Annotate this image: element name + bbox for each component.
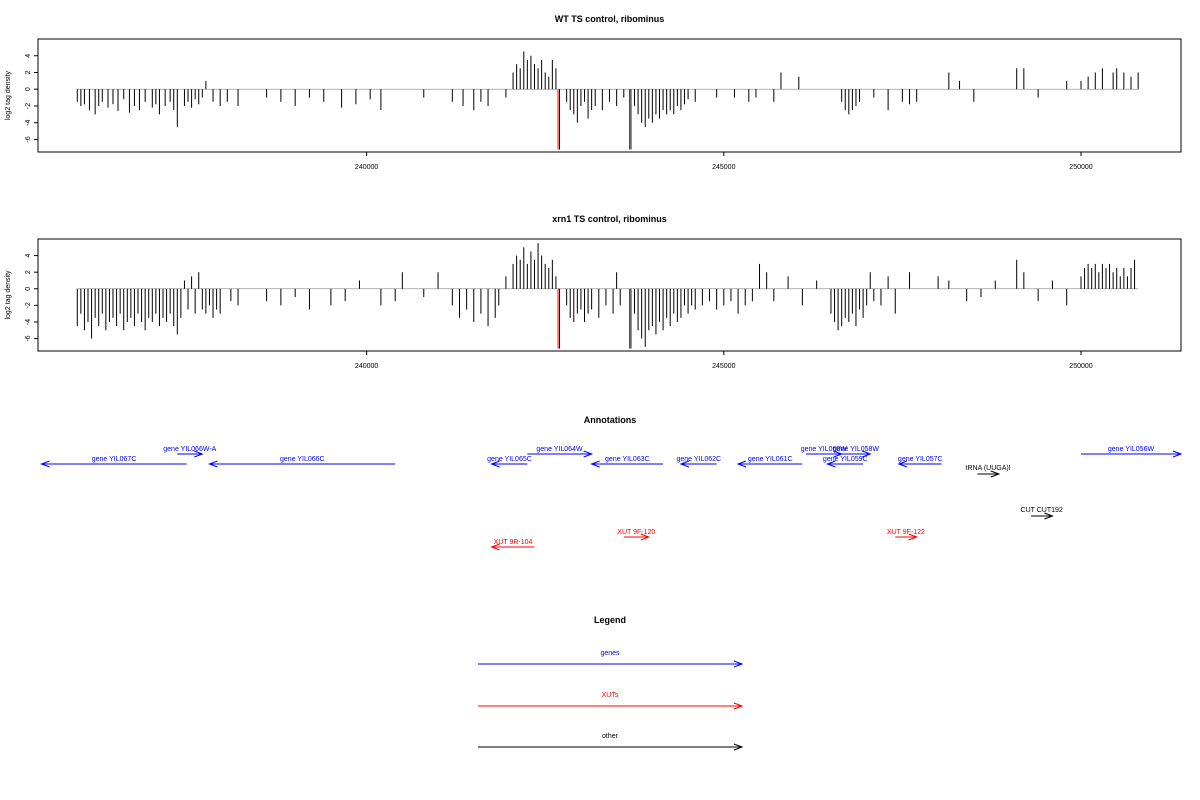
- x-tick-label: 240000: [355, 363, 378, 370]
- arrowhead: [590, 460, 600, 468]
- panel-title: WT TS control, ribominus: [555, 14, 665, 24]
- arrowhead: [733, 702, 744, 710]
- x-tick-label: 250000: [1069, 164, 1092, 171]
- xut-feature: XUT 9F-122: [887, 529, 925, 541]
- plot-frame: [37, 38, 1182, 153]
- coverage-panel-1: WT TS control, ribominus -6 -4 -2 0 2 4 log2 ta…: [5, 14, 1182, 171]
- arrowhead: [194, 450, 204, 458]
- gene-label: gene YIL057C: [898, 456, 943, 463]
- arrowhead: [736, 460, 747, 468]
- arrowhead: [862, 450, 872, 458]
- annotations-track: Annotations gene YIL067C gene YIL066W-A gen…: [40, 415, 1183, 551]
- xut-label: XUT 9F-122: [887, 529, 925, 536]
- other-label: CUT CUT192: [1021, 507, 1063, 514]
- arrowhead: [897, 460, 907, 468]
- arrowhead: [583, 450, 594, 458]
- arrowhead: [40, 460, 50, 468]
- y-axis-label: log2 tag density: [5, 270, 12, 320]
- y-tick-label: -6: [25, 136, 32, 142]
- gene-feature: gene YIL066W-A: [163, 446, 217, 458]
- arrowhead: [208, 460, 218, 468]
- highlight-series: [557, 288, 631, 349]
- y-tick-label: -2: [25, 103, 32, 109]
- gene-feature: gene YIL056W: [1080, 446, 1183, 458]
- y-tick-label: -4: [25, 319, 32, 325]
- coverage-series: [76, 243, 1136, 349]
- gene-label: gene YIL064W: [536, 446, 583, 453]
- other-feature: CUT CUT192: [1021, 507, 1063, 520]
- y-tick-label: 2: [25, 270, 32, 274]
- arrowhead: [490, 460, 500, 468]
- gene-label: gene YIL067C: [92, 456, 137, 463]
- arrowhead: [733, 743, 744, 751]
- y-tick-label: 4: [25, 54, 32, 58]
- legend-item-xuts: XUTs: [478, 692, 744, 710]
- xut-label: XUT 9F-120: [617, 529, 655, 536]
- legend-item-genes: genes: [478, 650, 744, 668]
- x-tick-label: 250000: [1069, 363, 1092, 370]
- x-tick-label: 245000: [712, 363, 735, 370]
- plot-frame: [37, 238, 1182, 352]
- arrowhead: [908, 533, 919, 541]
- gene-label: gene YIL062C: [676, 456, 721, 463]
- xut-feature: XUT 9R-104: [490, 539, 535, 551]
- other-feature: tRNA (UUGA)I: [966, 465, 1011, 478]
- gene-label: gene YIL059C: [823, 456, 868, 463]
- x-tick-label: 240000: [355, 164, 378, 171]
- gene-label: gene YIL063C: [605, 456, 650, 463]
- gene-feature: gene YIL058W: [833, 446, 880, 458]
- y-tick-label: 0: [25, 287, 32, 291]
- legend-label: other: [602, 733, 619, 740]
- arrowhead: [640, 533, 651, 541]
- gene-feature: gene YIL067C: [40, 456, 187, 468]
- gene-feature: gene YIL061C: [736, 456, 803, 468]
- gene-feature: gene YIL066C: [208, 456, 396, 468]
- legend-label: XUTs: [602, 692, 619, 699]
- y-axis-label: log2 tag density: [5, 70, 12, 120]
- gene-feature: gene YIL063C: [590, 456, 664, 468]
- arrowhead: [1172, 450, 1183, 458]
- panel-title: xrn1 TS control, ribominus: [552, 214, 667, 224]
- legend: Legend genes XUTs other: [478, 615, 744, 751]
- legend-item-other: other: [478, 733, 744, 751]
- arrowhead: [1044, 512, 1054, 520]
- highlight-series: [557, 89, 631, 150]
- gene-feature: gene YIL057C: [897, 456, 943, 468]
- gene-feature: gene YIL064W: [527, 446, 594, 458]
- y-tick-label: -6: [25, 335, 32, 341]
- y-tick-label: 0: [25, 87, 32, 91]
- arrowhead: [990, 470, 1001, 478]
- y-tick-label: -2: [25, 302, 32, 308]
- gene-label: gene YIL060W: [801, 446, 848, 453]
- xut-feature: XUT 9F-120: [617, 529, 655, 541]
- coverage-panel-2: xrn1 TS control, ribominus -6 -4 -2 0 2 4 log2 …: [5, 214, 1182, 370]
- arrowhead: [825, 460, 836, 468]
- gene-label: gene YIL058W: [833, 446, 880, 453]
- gene-feature: gene YIL059C: [823, 456, 868, 468]
- annotations-title: Annotations: [584, 415, 637, 425]
- coverage-series: [76, 51, 1139, 150]
- gene-feature: gene YIL065C: [487, 456, 532, 468]
- legend-label: genes: [600, 650, 620, 657]
- gene-label: gene YIL065C: [487, 456, 532, 463]
- y-tick-label: 2: [25, 70, 32, 74]
- x-tick-label: 245000: [712, 164, 735, 171]
- gene-label: gene YIL066W-A: [163, 446, 216, 453]
- y-tick-label: 4: [25, 254, 32, 258]
- legend-title: Legend: [594, 615, 626, 625]
- arrowhead: [733, 660, 744, 668]
- gene-feature: gene YIL062C: [676, 456, 721, 468]
- gene-label: gene YIL061C: [748, 456, 793, 463]
- gene-label: gene YIL066C: [280, 456, 325, 463]
- other-label: tRNA (UUGA)I: [966, 465, 1011, 472]
- arrowhead: [490, 543, 500, 551]
- xut-label: XUT 9R-104: [494, 539, 533, 546]
- gene-label: gene YIL056W: [1108, 446, 1155, 453]
- arrowhead: [679, 460, 690, 468]
- y-tick-label: -4: [25, 119, 32, 125]
